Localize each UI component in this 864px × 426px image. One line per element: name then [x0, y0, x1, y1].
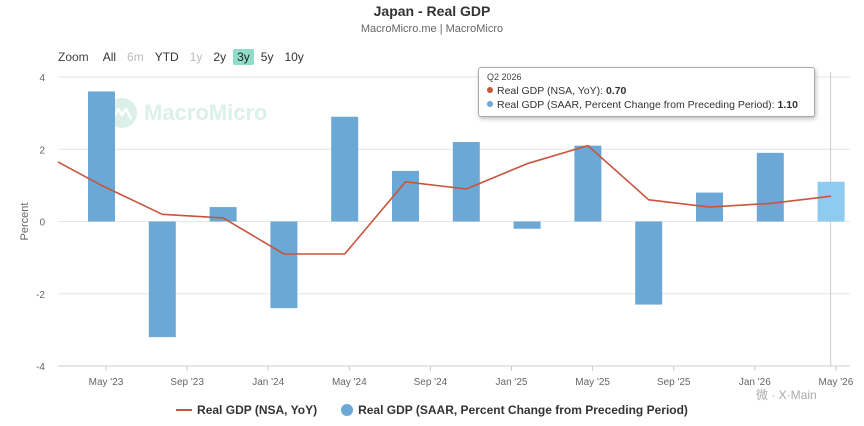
tooltip-line-label: Real GDP (NSA, YoY): — [497, 85, 606, 97]
chart-title: Japan - Real GDP — [373, 3, 491, 19]
watermark-text: MacroMicro — [144, 100, 268, 125]
corner-watermark: 微 · X·Main — [756, 388, 817, 402]
y-tick-label: 4 — [39, 73, 45, 84]
zoom-1y-button[interactable]: 1y — [189, 50, 203, 64]
tooltip-period: Q2 2026 — [487, 72, 522, 82]
legend-item-yoy[interactable]: Real GDP (NSA, YoY) — [176, 403, 317, 417]
x-tick-label: Jan '24 — [252, 377, 284, 388]
macromicro-watermark: MacroMicro — [106, 97, 267, 129]
gdp-saar-bar[interactable] — [88, 91, 115, 222]
tooltip-row-bar: Real GDP (SAAR, Percent Change from Prec… — [487, 98, 806, 112]
zoom-5y-button[interactable]: 5y — [260, 50, 274, 64]
x-tick-label: Sep '23 — [170, 377, 204, 388]
gdp-saar-bar[interactable] — [635, 221, 663, 305]
gdp-saar-bar[interactable] — [574, 145, 602, 222]
tooltip-bar-label: Real GDP (SAAR, Percent Change from Prec… — [497, 99, 778, 111]
zoom-label: Zoom — [58, 50, 89, 64]
gdp-saar-bar[interactable] — [331, 116, 359, 222]
x-tick-label: May '24 — [332, 377, 367, 388]
y-axis-title: Percent — [19, 203, 31, 241]
gdp-yoy-line[interactable] — [57, 144, 832, 255]
gdp-saar-bar[interactable] — [452, 142, 480, 222]
zoom-10y-button[interactable]: 10y — [284, 50, 304, 64]
gdp-saar-bar[interactable] — [513, 221, 541, 229]
x-tick-label: Sep '25 — [657, 377, 691, 388]
x-tick-label: May '23 — [89, 377, 124, 388]
zoom-2y-button[interactable]: 2y — [213, 50, 227, 64]
zoom-3y-button[interactable]: 3y — [233, 49, 254, 65]
x-tick-label: May '25 — [575, 377, 610, 388]
tooltip-bar-dot-icon — [487, 101, 493, 107]
tooltip-row-line: Real GDP (NSA, YoY): 0.70 — [487, 84, 806, 98]
y-tick-label: -4 — [36, 362, 45, 373]
zoom-ytd-button[interactable]: YTD — [154, 50, 179, 64]
chart-tooltip: Q2 2026 Real GDP (NSA, YoY): 0.70 Real G… — [478, 67, 815, 117]
zoom-all-button[interactable]: All — [102, 50, 117, 64]
chart-legend: Real GDP (NSA, YoY) Real GDP (SAAR, Perc… — [0, 403, 864, 417]
tooltip-line-value: 0.70 — [605, 85, 627, 97]
x-tick-label: May '26 — [819, 377, 854, 388]
gdp-saar-bar[interactable] — [148, 221, 176, 338]
zoom-6m-button[interactable]: 6m — [127, 50, 144, 64]
gdp-saar-bar[interactable] — [392, 170, 419, 222]
legend-label-saar: Real GDP (SAAR, Percent Change from Prec… — [358, 403, 688, 417]
y-tick-label: 0 — [39, 218, 45, 229]
x-tick-label: Sep '24 — [414, 377, 448, 388]
x-tick-label: Jan '25 — [496, 377, 528, 388]
legend-line-icon — [176, 409, 193, 411]
chart-subtitle: MacroMicro.me | MacroMicro — [360, 23, 504, 35]
gdp-saar-bar[interactable] — [209, 207, 237, 222]
gdp-saar-bar[interactable] — [817, 181, 845, 222]
tooltip-line-dot-icon — [487, 87, 493, 93]
legend-item-saar[interactable]: Real GDP (SAAR, Percent Change from Prec… — [341, 403, 688, 417]
y-tick-label: -2 — [36, 290, 45, 301]
gdp-saar-bar[interactable] — [756, 152, 784, 222]
gdp-saar-bar[interactable] — [270, 221, 298, 309]
legend-label-yoy: Real GDP (NSA, YoY) — [197, 403, 318, 417]
tooltip-bar-value: 1.10 — [777, 99, 798, 111]
y-tick-label: 2 — [39, 145, 45, 156]
legend-circle-icon — [341, 404, 354, 416]
zoom-bar: Zoom All 6m YTD 1y 2y 3y 5y 10y — [58, 48, 311, 66]
x-tick-label: Jan '26 — [739, 377, 771, 388]
